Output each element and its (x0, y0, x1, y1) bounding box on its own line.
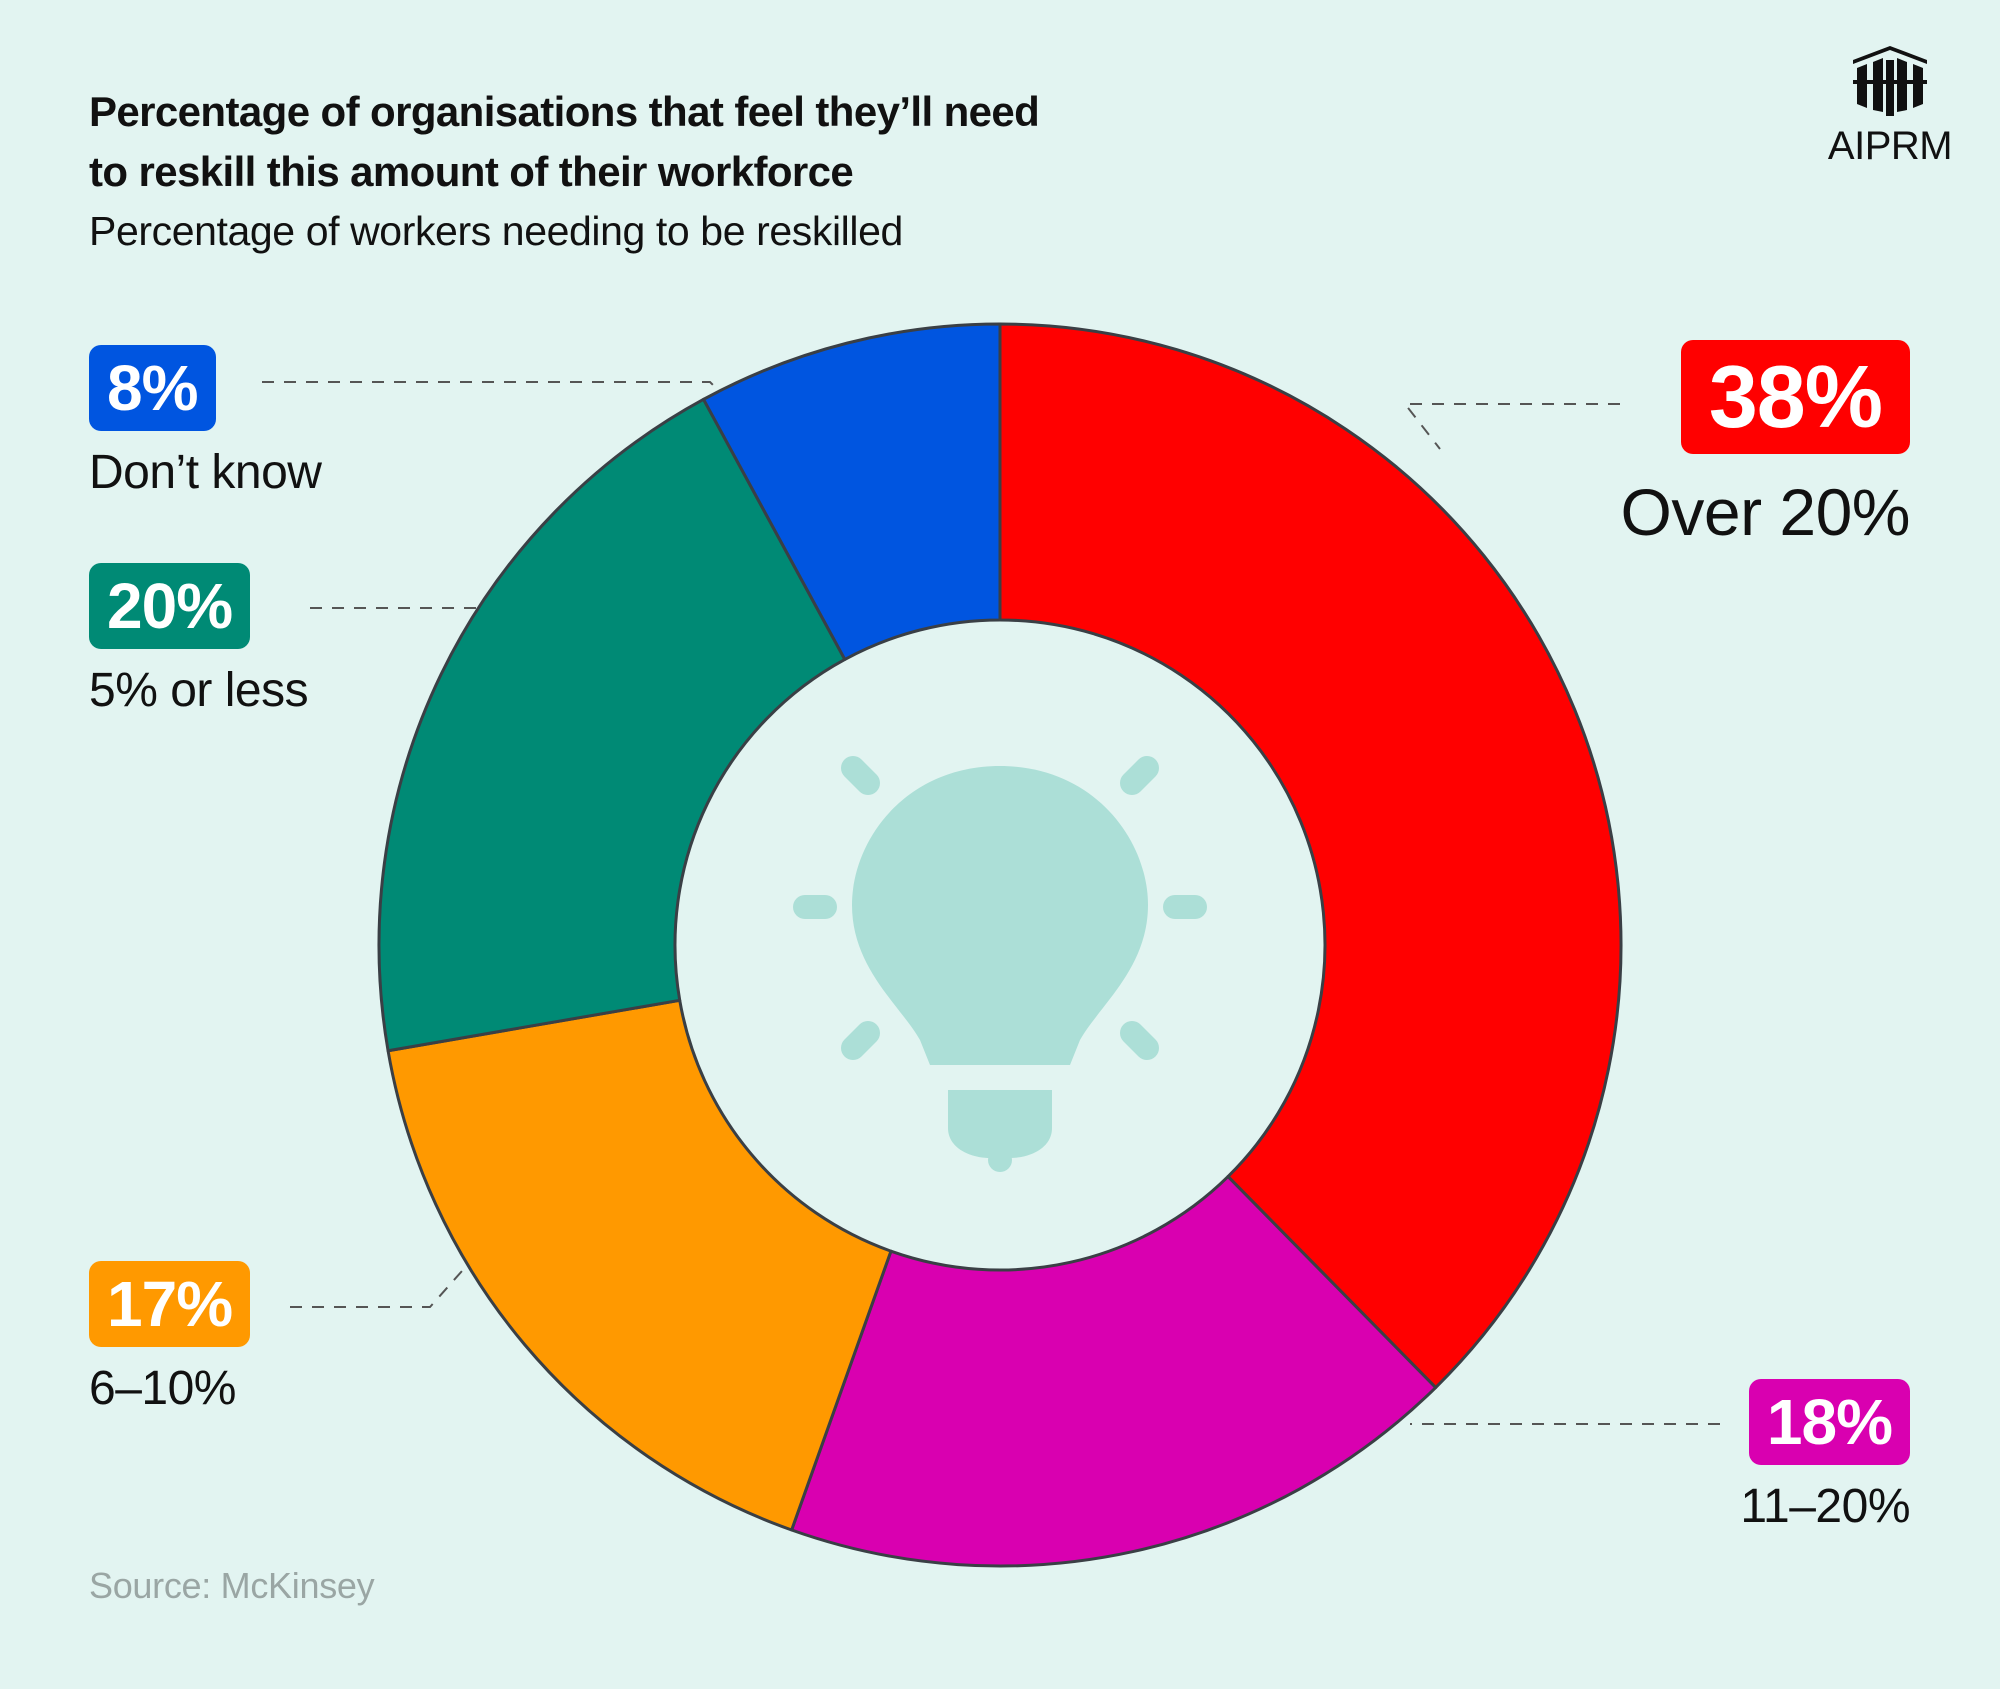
leader-line-2 (290, 1261, 471, 1308)
donut-slice-2 (386, 998, 893, 1532)
chart-title-line-1: Percentage of organisations that feel th… (89, 88, 1040, 135)
chart-subtitle: Percentage of workers needing to be resk… (89, 208, 903, 254)
label-over-20: 38% Over 20% (1620, 340, 1911, 552)
category-11-20: 11–20% (1740, 1480, 1910, 1533)
category-5-or-less: 5% or less (89, 664, 309, 717)
source-note: Source: McKinsey (89, 1565, 375, 1606)
lightbulb-icon (793, 756, 1207, 1172)
value-badge-11-20: 18% (1748, 1379, 1910, 1465)
donut-slice-1 (790, 1175, 1438, 1568)
leader-line-0 (1402, 403, 1620, 450)
label-6-10: 17% 6–10% (89, 1261, 251, 1419)
bulb-ray-4 (841, 1021, 880, 1060)
bulb-tip (988, 1148, 1012, 1172)
leader-line-4 (262, 381, 731, 403)
bulb-base (948, 1090, 1052, 1158)
bulb-ray-2 (841, 756, 880, 795)
bulb-glass (852, 766, 1148, 1065)
label-5-or-less: 20% 5% or less (89, 563, 309, 721)
label-11-20: 18% 11–20% (1740, 1379, 1910, 1537)
donut-slices (377, 322, 1623, 1568)
bulb-ray-5 (1120, 1021, 1159, 1060)
value-badge-6-10: 17% (89, 1261, 251, 1347)
donut-slice-3 (377, 397, 847, 1053)
bulb-ray-3 (1120, 756, 1159, 795)
label-dont-know: 8% Don’t know (89, 345, 322, 503)
category-over-20: Over 20% (1620, 475, 1911, 549)
category-6-10: 6–10% (89, 1362, 236, 1415)
donut-slice-0 (998, 322, 1623, 1390)
value-badge-5-or-less: 20% (89, 563, 251, 649)
donut-slice-4 (702, 322, 1002, 661)
brand-logo: AIPRM (1810, 46, 1970, 169)
value-badge-dont-know: 8% (89, 345, 216, 431)
category-dont-know: Don’t know (89, 446, 322, 499)
brand-name: AIPRM (1827, 124, 1953, 168)
value-badge-over-20: 38% (1680, 340, 1910, 454)
chart-title: Percentage of organisations that feel th… (89, 82, 1289, 202)
aiprm-logo-icon (1853, 46, 1927, 116)
chart-title-line-2: to reskill this amount of their workforc… (89, 148, 854, 195)
